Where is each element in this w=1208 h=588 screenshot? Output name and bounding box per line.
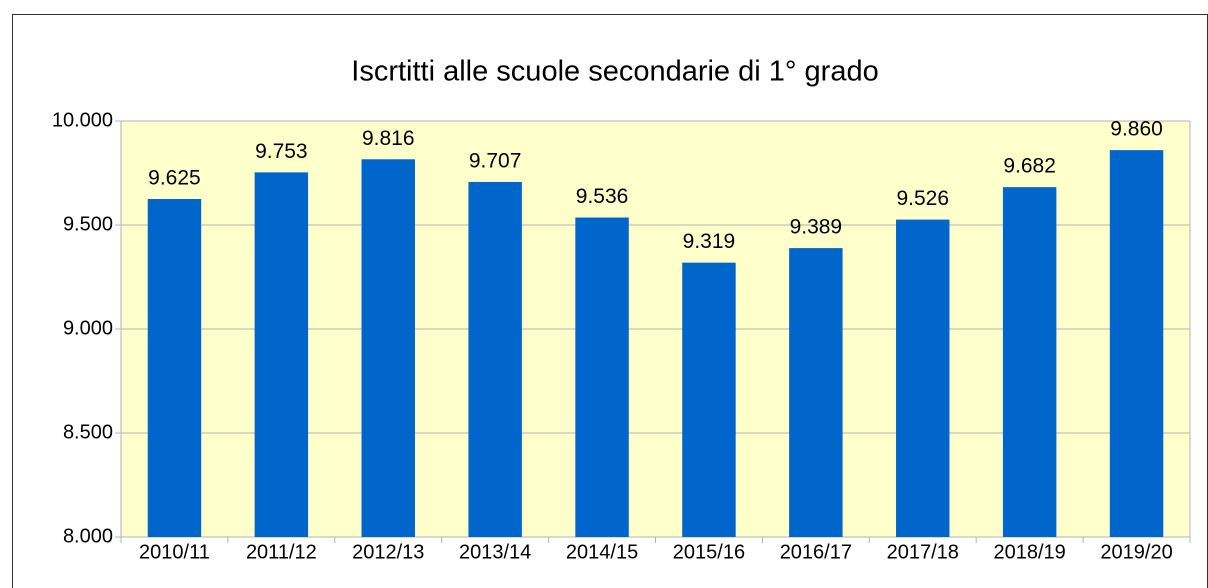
bar (1002, 187, 1057, 538)
bar (147, 199, 202, 537)
y-tick-label: 10.000 (52, 109, 113, 131)
x-tick-label: 2015/16 (673, 541, 745, 563)
y-tick-label: 8.500 (63, 421, 113, 443)
data-label: 9.816 (362, 127, 415, 150)
data-label: 9.536 (576, 185, 629, 208)
x-tick-label: 2013/14 (459, 541, 531, 563)
data-label: 9.682 (1003, 155, 1056, 178)
bar (361, 159, 415, 537)
data-label: 9.625 (148, 167, 201, 190)
y-tick-label: 9.000 (63, 317, 113, 339)
bar (789, 248, 843, 537)
data-label: 9.389 (790, 216, 843, 239)
x-tick-label: 2011/12 (246, 541, 317, 563)
bar (1109, 150, 1164, 537)
data-label: 9.526 (896, 187, 949, 210)
chart-title: Iscrtitti alle scuole secondarie di 1° g… (351, 56, 878, 88)
bar (254, 172, 309, 537)
x-tick-label: 2016/17 (780, 541, 852, 563)
data-label: 9.707 (469, 149, 522, 172)
x-tick-label: 2019/20 (1100, 541, 1172, 563)
x-tick-label: 2014/15 (566, 541, 638, 563)
bar (468, 181, 522, 537)
x-tick-label: 2012/13 (352, 541, 424, 563)
bar (682, 262, 736, 537)
data-label: 9.860 (1110, 118, 1163, 141)
y-tick-label: 8.000 (63, 525, 113, 547)
bar (575, 217, 629, 537)
data-label: 9.319 (683, 230, 736, 253)
bar (896, 219, 950, 538)
x-tick-label: 2010/11 (139, 541, 210, 563)
data-label: 9.753 (255, 140, 308, 163)
x-tick-label: 2017/18 (887, 541, 959, 563)
x-tick-label: 2018/19 (994, 541, 1066, 563)
y-tick-label: 9.500 (63, 213, 113, 235)
